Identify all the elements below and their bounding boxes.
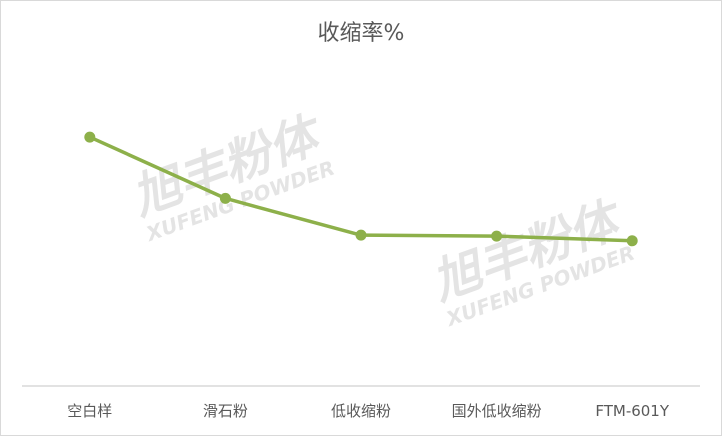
- data-point: [626, 235, 638, 247]
- x-tick-label: 低收缩粉: [331, 402, 391, 420]
- chart-title: 收缩率%: [318, 21, 405, 46]
- data-point: [491, 230, 503, 242]
- x-tick-label: 国外低收缩粉: [452, 402, 542, 420]
- x-tick-label: 滑石粉: [203, 402, 248, 420]
- x-tick-label: FTM-601Y: [595, 402, 670, 420]
- watermark: 旭丰粉体 XUFENG POWDER 旭丰粉体 XUFENG POWDER: [124, 106, 638, 332]
- data-point: [84, 131, 96, 143]
- data-point: [355, 229, 367, 241]
- data-point: [219, 192, 231, 204]
- x-tick-label: 空白样: [67, 402, 112, 420]
